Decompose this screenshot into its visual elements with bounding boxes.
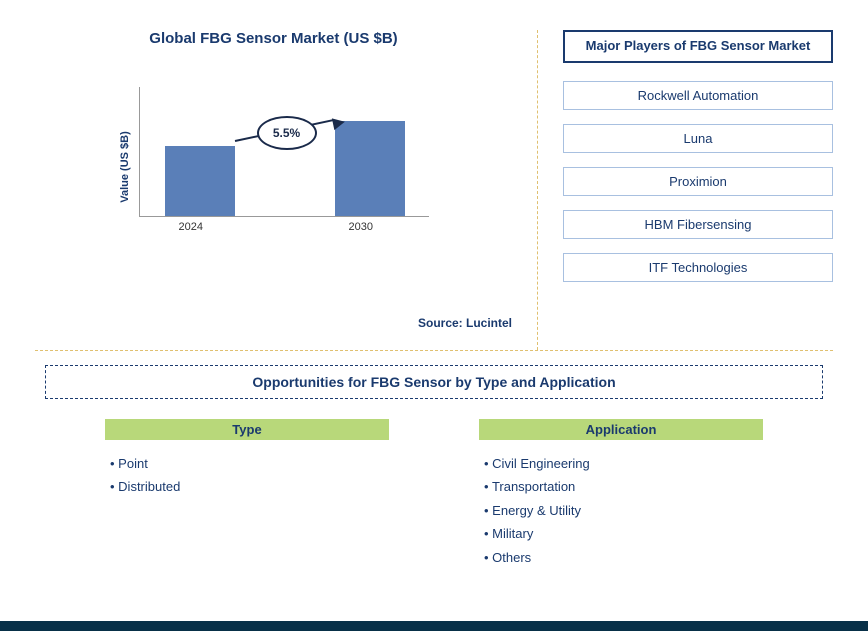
chart-panel: Global FBG Sensor Market (US $B) Value (… <box>35 30 538 350</box>
players-panel: Major Players of FBG Sensor Market Rockw… <box>538 30 833 350</box>
growth-rate-label: 5.5% <box>257 116 317 150</box>
application-column: Application Civil Engineering Transporta… <box>479 419 763 569</box>
list-item: Point <box>110 452 389 475</box>
opportunities-title: Opportunities for FBG Sensor by Type and… <box>54 374 814 390</box>
application-header: Application <box>479 419 763 440</box>
opportunities-columns: Type Point Distributed Application Civil… <box>35 419 833 569</box>
player-item: Proximion <box>563 167 833 196</box>
application-list: Civil Engineering Transportation Energy … <box>479 452 763 569</box>
players-title: Major Players of FBG Sensor Market <box>563 30 833 63</box>
growth-arrow: 5.5% <box>235 122 350 152</box>
chart-title: Global FBG Sensor Market (US $B) <box>35 30 512 47</box>
chart-plot: 5.5% <box>139 87 429 217</box>
player-item: Rockwell Automation <box>563 81 833 110</box>
source-label: Source: Lucintel <box>418 316 512 330</box>
y-axis-label: Value (US $B) <box>118 131 130 203</box>
opportunities-title-box: Opportunities for FBG Sensor by Type and… <box>45 365 823 399</box>
top-section: Global FBG Sensor Market (US $B) Value (… <box>35 30 833 350</box>
type-column: Type Point Distributed <box>105 419 389 569</box>
x-tick-2024: 2024 <box>179 221 203 233</box>
bar-2024 <box>165 146 235 216</box>
player-item: Luna <box>563 124 833 153</box>
player-item: ITF Technologies <box>563 253 833 282</box>
arrow-head-icon <box>331 116 345 130</box>
horizontal-divider <box>35 350 833 351</box>
chart-area: Value (US $B) 5.5% 2024 2030 <box>99 87 449 247</box>
list-item: Transportation <box>484 475 763 498</box>
type-list: Point Distributed <box>105 452 389 499</box>
list-item: Civil Engineering <box>484 452 763 475</box>
player-item: HBM Fibersensing <box>563 210 833 239</box>
type-header: Type <box>105 419 389 440</box>
list-item: Distributed <box>110 475 389 498</box>
list-item: Others <box>484 546 763 569</box>
footer-bar <box>0 621 868 631</box>
list-item: Military <box>484 522 763 545</box>
x-tick-2030: 2030 <box>349 221 373 233</box>
list-item: Energy & Utility <box>484 499 763 522</box>
